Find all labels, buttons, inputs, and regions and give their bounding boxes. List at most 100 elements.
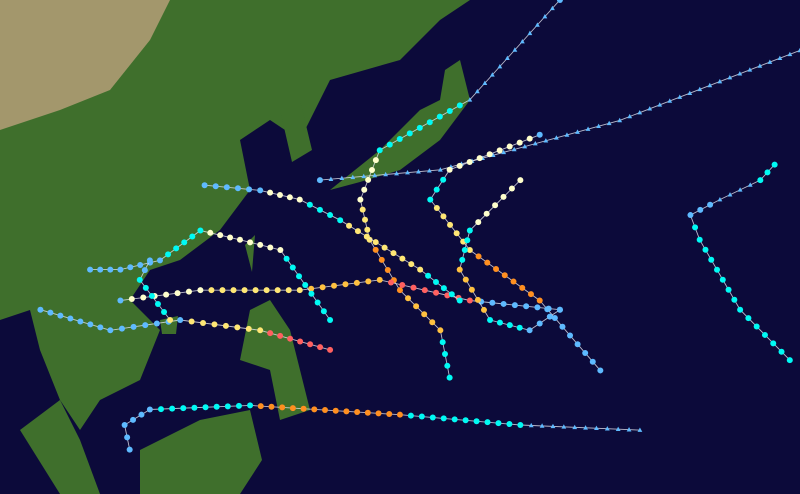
- track-point-c4: [364, 409, 371, 416]
- extratropical-point: [383, 171, 389, 177]
- extratropical-point: [637, 110, 643, 115]
- track-end-point: [201, 182, 208, 189]
- extratropical-point: [501, 149, 507, 155]
- track-point-c5: [267, 330, 274, 337]
- track-point-c3: [308, 285, 315, 292]
- track-point-ts: [426, 119, 433, 126]
- track-point-c3: [342, 281, 349, 288]
- track-point-ts: [770, 340, 777, 347]
- track-point-td: [77, 318, 84, 325]
- track-point-c5: [466, 297, 473, 304]
- desert-region: [0, 0, 170, 130]
- track-point-ts: [316, 206, 323, 213]
- track-point-td: [551, 314, 558, 321]
- track-point-td: [127, 264, 134, 271]
- track-point-c1: [475, 219, 482, 226]
- extratropical-point: [372, 172, 378, 178]
- track-end-point: [87, 266, 94, 273]
- extratropical-point: [606, 120, 612, 126]
- track-point-c1: [506, 143, 513, 150]
- track-point-c1: [227, 234, 234, 241]
- track-point-ts: [376, 147, 383, 154]
- track-point-ts: [696, 236, 703, 243]
- track-point-ts: [461, 247, 468, 254]
- track-point-c5: [317, 344, 324, 351]
- track-point-c2: [364, 226, 371, 233]
- track-point-c3: [462, 276, 469, 283]
- track-point-td: [536, 320, 543, 327]
- extratropical-point: [437, 167, 443, 172]
- track-point-ts: [306, 201, 313, 208]
- track-point-c3: [319, 284, 326, 291]
- track-point-td: [559, 323, 566, 330]
- track-point-ts: [169, 405, 176, 412]
- extratropical-point: [737, 71, 743, 76]
- track-end-point: [316, 177, 323, 184]
- extratropical-point: [585, 126, 591, 131]
- track-point-c1: [276, 191, 283, 198]
- track-point-c1: [197, 287, 204, 294]
- track-point-c4: [475, 253, 482, 260]
- track-point-ts: [702, 246, 709, 253]
- track-point-ts: [446, 374, 453, 381]
- track-point-c1: [236, 236, 243, 243]
- track-end-point: [556, 0, 563, 3]
- track-point-c2: [346, 222, 353, 229]
- track-point-c2: [372, 239, 379, 246]
- track-point-c2: [453, 230, 460, 237]
- track-point-c4: [536, 297, 543, 304]
- track-point-c4: [375, 410, 382, 417]
- track-point-ts: [753, 323, 760, 330]
- track-point-ts: [148, 292, 155, 299]
- track-point-ts: [396, 136, 403, 143]
- extratropical-point: [482, 80, 488, 85]
- track-point-c2: [408, 261, 415, 268]
- extratropical-point: [427, 168, 432, 173]
- track-point-c2: [257, 327, 264, 334]
- track-point-td: [500, 300, 507, 307]
- track-point-c4: [372, 246, 379, 253]
- track-point-ts: [154, 300, 161, 307]
- landmasses: [0, 0, 470, 494]
- track-point-c4: [396, 287, 403, 294]
- track-point-c3: [405, 295, 412, 302]
- track-point-td: [97, 266, 104, 273]
- track-point-ts: [517, 421, 524, 428]
- track-point-ts: [714, 266, 721, 273]
- track-point-c2: [359, 206, 366, 213]
- track-point-ts: [745, 315, 752, 322]
- track-point-ts: [446, 108, 453, 115]
- track-point-c3: [365, 278, 372, 285]
- track-point-ts: [786, 357, 793, 364]
- track-point-c4: [279, 404, 286, 411]
- track-point-td: [124, 434, 131, 441]
- extratropical-point: [564, 132, 570, 137]
- extratropical-point: [504, 55, 510, 61]
- track-point-ts: [440, 176, 447, 183]
- track-point-c1: [372, 157, 379, 164]
- track-point-c1: [476, 155, 483, 162]
- track-point-c2: [466, 247, 473, 254]
- track-point-ts: [191, 404, 198, 411]
- track-point-td: [246, 186, 253, 193]
- track-point-td: [57, 312, 64, 319]
- extratropical-point: [583, 425, 588, 430]
- track-point-ts: [506, 322, 513, 329]
- track-point-c3: [353, 279, 360, 286]
- track-point-ts: [165, 251, 172, 258]
- track-point-ts: [386, 141, 393, 148]
- track-point-ts: [180, 405, 187, 412]
- track-point-ts: [440, 415, 447, 422]
- track-point-c4: [378, 256, 385, 263]
- track-point-c3: [474, 296, 481, 303]
- track-point-td: [489, 299, 496, 306]
- track-point-c1: [207, 229, 214, 236]
- track-point-ts: [516, 324, 523, 331]
- extratropical-point: [717, 78, 723, 84]
- track-point-c4: [268, 403, 275, 410]
- track-point-td: [138, 411, 145, 418]
- track-point-c1: [483, 210, 490, 217]
- track-point-c4: [510, 278, 517, 285]
- extratropical-point: [535, 22, 540, 27]
